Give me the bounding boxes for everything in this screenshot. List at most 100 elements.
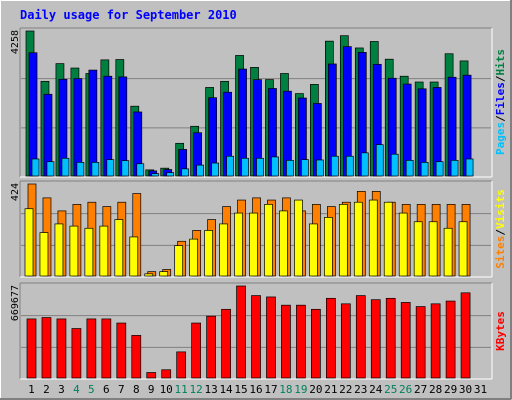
x-tick-label-24: 24 xyxy=(369,383,383,396)
bar-pages-21 xyxy=(331,155,339,177)
bar-kbytes-5 xyxy=(86,318,97,379)
bar-files-4 xyxy=(73,78,83,177)
bar-visits-19 xyxy=(294,199,303,277)
bar-visits-28 xyxy=(428,221,438,277)
bar-kbytes-18 xyxy=(281,304,291,379)
bar-pages-1 xyxy=(31,158,40,177)
chart-panels: 4258Pages/Files/Hits424Sites/Visits66967… xyxy=(10,27,507,380)
bar-pages-25 xyxy=(390,153,399,177)
bar-visits-7 xyxy=(114,219,124,277)
bar-kbytes-4 xyxy=(71,328,82,379)
bar-pages-24 xyxy=(375,144,384,177)
x-tick-label-3: 3 xyxy=(58,383,65,396)
x-tick-label-23: 23 xyxy=(354,383,367,396)
bar-visits-2 xyxy=(39,232,49,277)
bar-visits-16 xyxy=(249,212,258,277)
legend-entry: / xyxy=(494,75,507,82)
bar-pages-12 xyxy=(196,164,204,177)
legend-entry: Hits xyxy=(494,49,507,76)
legend-entry: Visits xyxy=(494,189,507,229)
bar-visits-25 xyxy=(383,201,393,277)
bar-visits-21 xyxy=(324,217,333,277)
bar-kbytes-2 xyxy=(41,317,52,379)
x-tick-label-8: 8 xyxy=(133,383,140,396)
x-tick-label-16: 16 xyxy=(249,383,262,396)
bar-visits-30 xyxy=(458,221,468,277)
legend-kbytes: KBytes xyxy=(494,311,507,351)
y-max-label: 4258 xyxy=(10,30,21,54)
x-tick-label-13: 13 xyxy=(204,383,217,396)
bar-visits-17 xyxy=(264,204,273,277)
bar-visits-20 xyxy=(309,223,318,277)
x-tick-label-12: 12 xyxy=(190,383,203,396)
x-tick-label-4: 4 xyxy=(73,383,80,396)
bar-kbytes-30 xyxy=(460,292,471,379)
bar-kbytes-15 xyxy=(236,285,246,379)
x-tick-label-10: 10 xyxy=(160,383,173,396)
x-tick-label-27: 27 xyxy=(414,383,427,396)
bar-pages-26 xyxy=(405,159,414,177)
bar-visits-24 xyxy=(368,199,378,277)
x-tick-label-31: 31 xyxy=(474,383,487,396)
bar-kbytes-17 xyxy=(266,296,276,379)
bar-files-1 xyxy=(28,52,38,177)
bar-kbytes-25 xyxy=(385,297,396,379)
x-tick-label-25: 25 xyxy=(384,383,397,396)
x-tick-label-19: 19 xyxy=(294,383,307,396)
x-tick-label-14: 14 xyxy=(219,383,233,396)
bar-pages-27 xyxy=(420,162,429,177)
legend-entry: KBytes xyxy=(494,311,507,351)
bar-pages-7 xyxy=(121,160,130,177)
bar-visits-18 xyxy=(279,210,288,277)
x-tick-label-15: 15 xyxy=(234,383,247,396)
bar-pages-15 xyxy=(241,157,249,177)
bar-kbytes-16 xyxy=(251,295,261,379)
bar-visits-5 xyxy=(84,227,94,277)
bar-kbytes-7 xyxy=(116,322,127,379)
bar-pages-11 xyxy=(181,168,190,177)
x-tick-label-26: 26 xyxy=(399,383,412,396)
bar-visits-6 xyxy=(99,225,109,277)
x-tick-label-21: 21 xyxy=(324,383,337,396)
bar-pages-30 xyxy=(465,158,474,177)
bar-pages-23 xyxy=(360,152,369,177)
bar-pages-3 xyxy=(61,157,70,177)
bar-pages-20 xyxy=(316,159,324,177)
bar-visits-10 xyxy=(159,271,169,277)
bar-visits-15 xyxy=(234,212,243,277)
bar-kbytes-1 xyxy=(26,318,37,379)
bar-visits-29 xyxy=(443,227,453,277)
bar-kbytes-26 xyxy=(400,302,411,379)
bar-kbytes-6 xyxy=(101,318,112,379)
bar-kbytes-29 xyxy=(445,300,456,379)
bar-pages-9 xyxy=(151,173,160,177)
x-tick-label-5: 5 xyxy=(88,383,95,396)
legend-entry: Pages xyxy=(494,122,507,155)
bar-pages-18 xyxy=(286,159,294,177)
bar-kbytes-13 xyxy=(206,315,216,379)
legend-entry: / xyxy=(494,229,507,236)
bar-visits-13 xyxy=(204,230,213,277)
bar-kbytes-24 xyxy=(370,299,381,379)
bar-visits-9 xyxy=(144,273,154,277)
bar-kbytes-14 xyxy=(221,308,231,379)
bar-files-5 xyxy=(88,69,98,177)
bar-pages-29 xyxy=(450,159,459,177)
bar-visits-27 xyxy=(413,221,423,277)
chart-title: Daily usage for September 2010 xyxy=(20,8,237,22)
bar-kbytes-12 xyxy=(191,322,201,379)
bar-visits-11 xyxy=(174,245,184,277)
x-tick-label-7: 7 xyxy=(118,383,125,396)
x-tick-label-17: 17 xyxy=(264,383,277,396)
bar-pages-10 xyxy=(166,172,175,177)
legend-entry: Files xyxy=(494,82,507,115)
bar-kbytes-3 xyxy=(56,318,67,379)
bar-visits-12 xyxy=(189,238,198,277)
bar-visits-3 xyxy=(54,223,64,277)
x-tick-label-22: 22 xyxy=(339,383,352,396)
x-tick-label-29: 29 xyxy=(444,383,457,396)
panel-sites-visits: 424 Sites/Visits xyxy=(10,180,507,278)
x-tick-label-20: 20 xyxy=(309,383,322,396)
bar-kbytes-20 xyxy=(311,308,321,379)
